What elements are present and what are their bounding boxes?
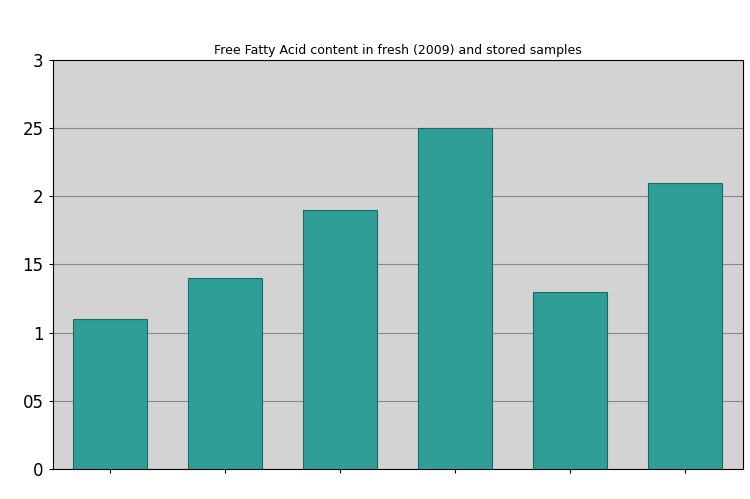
Bar	[647, 183, 722, 469]
Bar	[188, 278, 262, 469]
Title: Free Fatty Acid content in fresh (2009) and stored samples: Free Fatty Acid content in fresh (2009) …	[214, 44, 581, 57]
Bar	[532, 292, 608, 469]
Bar	[418, 128, 492, 469]
Bar	[302, 210, 377, 469]
Bar	[73, 319, 147, 469]
